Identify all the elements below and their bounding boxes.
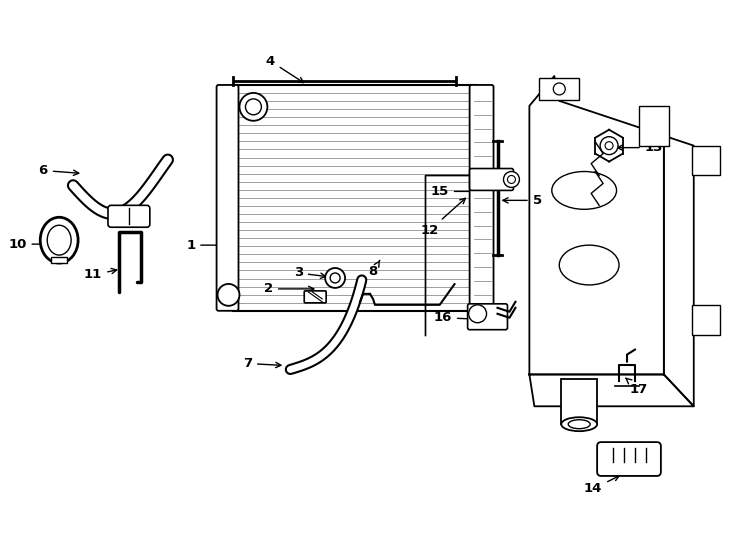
Text: 9: 9 [96,204,134,217]
Text: 15: 15 [431,185,480,198]
Text: 4: 4 [266,55,304,83]
Text: 3: 3 [294,266,326,280]
FancyBboxPatch shape [108,205,150,227]
Text: 1: 1 [186,239,224,252]
Polygon shape [529,76,664,374]
Text: 14: 14 [584,476,619,495]
Ellipse shape [47,225,71,255]
Circle shape [245,99,261,115]
Text: 6: 6 [39,164,79,177]
Text: 12: 12 [421,198,465,237]
FancyBboxPatch shape [470,168,514,191]
Text: 5: 5 [503,194,542,207]
Text: 17: 17 [626,378,648,396]
Bar [233,85,476,311]
Ellipse shape [40,217,78,263]
Circle shape [468,305,487,323]
Text: 2: 2 [264,282,314,295]
Circle shape [504,172,520,187]
FancyBboxPatch shape [691,305,719,335]
Circle shape [217,284,239,306]
FancyBboxPatch shape [470,85,493,311]
FancyBboxPatch shape [691,146,719,176]
Text: 16: 16 [434,311,488,324]
Bar [51,257,67,263]
Ellipse shape [552,172,617,210]
FancyBboxPatch shape [217,85,239,311]
Circle shape [507,176,515,184]
FancyBboxPatch shape [539,78,579,100]
Ellipse shape [568,420,590,429]
Bar [562,380,597,424]
Text: 8: 8 [368,260,379,279]
Circle shape [239,93,267,121]
Text: 10: 10 [8,238,52,251]
Circle shape [325,268,345,288]
Ellipse shape [559,245,619,285]
Text: 13: 13 [617,141,663,154]
FancyBboxPatch shape [639,106,669,146]
Polygon shape [664,136,694,406]
Polygon shape [529,374,694,406]
FancyBboxPatch shape [597,442,661,476]
Circle shape [600,137,618,154]
Text: 7: 7 [243,357,281,370]
Circle shape [553,83,565,95]
FancyBboxPatch shape [468,304,507,330]
FancyBboxPatch shape [304,291,326,303]
Text: 11: 11 [84,268,117,281]
Circle shape [605,141,613,150]
Circle shape [330,273,340,283]
Ellipse shape [562,417,597,431]
